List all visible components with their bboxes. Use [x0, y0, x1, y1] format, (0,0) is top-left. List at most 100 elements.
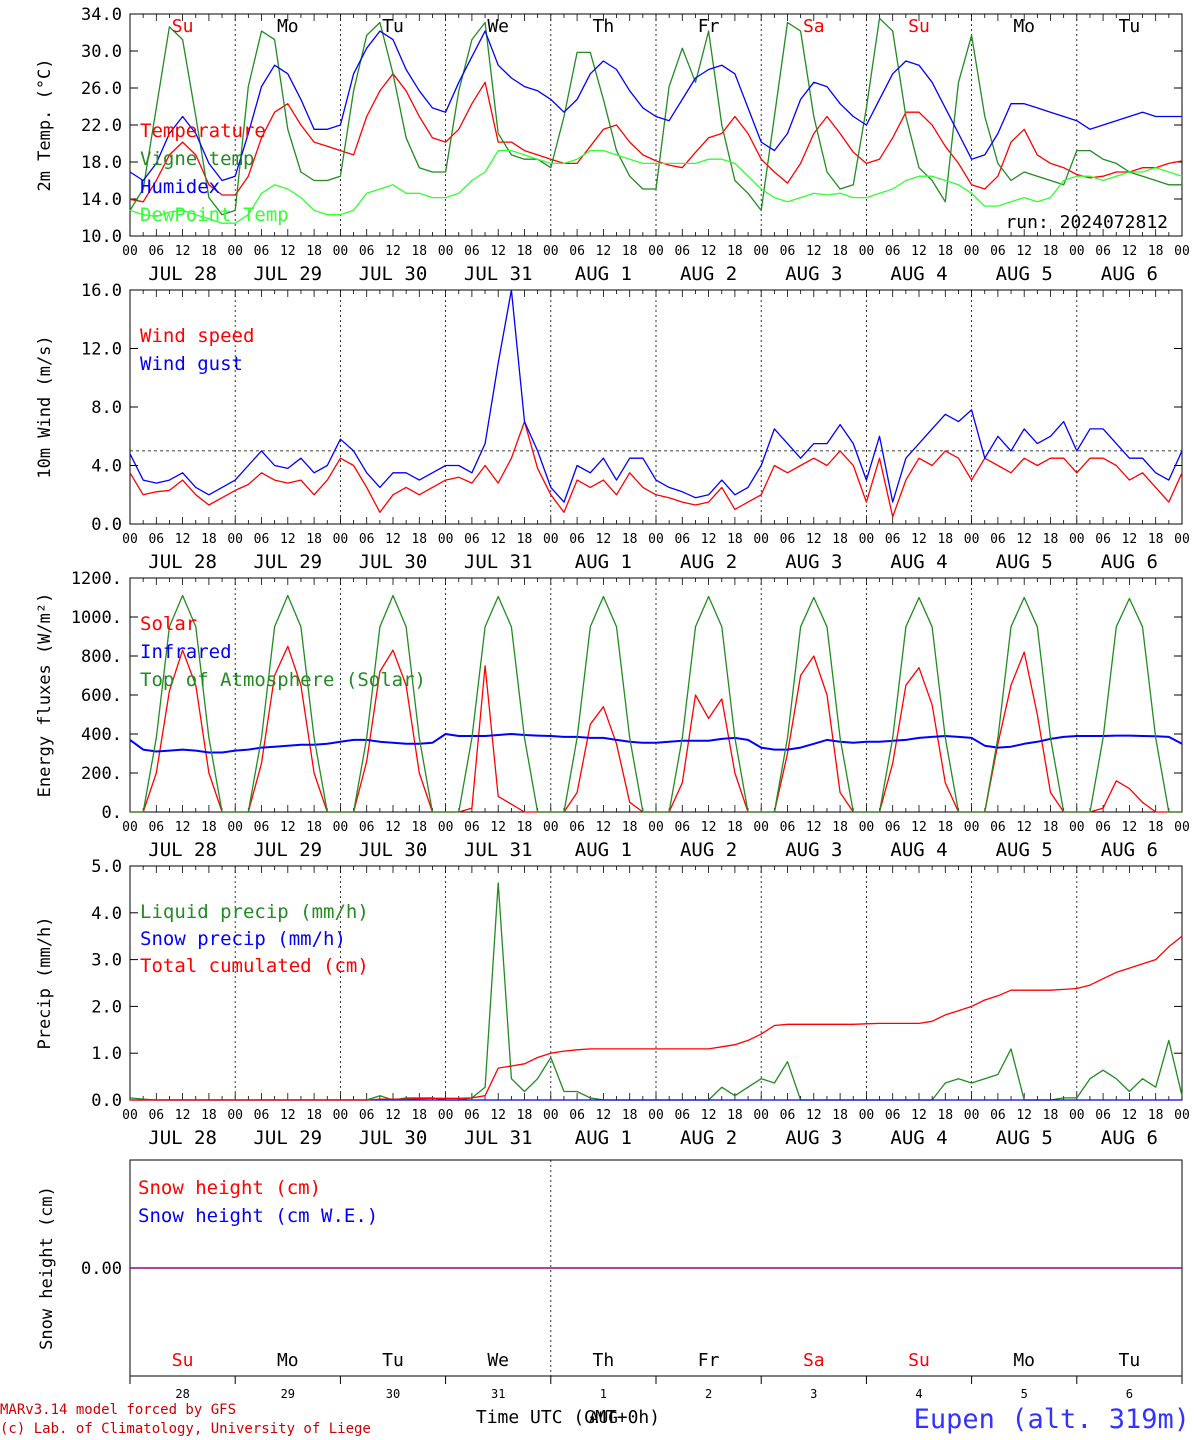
day-name: Su: [908, 1350, 930, 1371]
month-label: AUG: [589, 1408, 618, 1427]
hour-label: 18: [727, 820, 743, 835]
day-number: 31: [491, 1387, 505, 1401]
date-label: AUG 5: [996, 1127, 1053, 1149]
hour-label: 06: [674, 820, 690, 835]
hour-label: 00: [1174, 1108, 1190, 1123]
hour-label: 18: [727, 1108, 743, 1123]
hour-label: 06: [569, 244, 585, 259]
date-label: JUL 28: [148, 1127, 217, 1149]
hour-label: 06: [569, 1108, 585, 1123]
hour-label: 06: [990, 244, 1006, 259]
hour-label: 00: [438, 532, 454, 547]
y-tick-label: 2.0: [91, 997, 122, 1017]
date-label: AUG 4: [890, 1127, 947, 1149]
hour-label: 06: [990, 1108, 1006, 1123]
date-label: AUG 3: [785, 1127, 842, 1149]
hour-label: 00: [964, 532, 980, 547]
date-label: AUG 6: [1101, 839, 1158, 861]
day-name: Tu: [382, 16, 404, 37]
day-name: Fr: [698, 1350, 720, 1371]
hour-label: 00: [543, 1108, 559, 1123]
hour-label: 00: [753, 532, 769, 547]
hour-label: 12: [175, 532, 191, 547]
y-tick-label: 1200.: [71, 569, 122, 589]
series-line-wind-speed: [129, 420, 1183, 518]
day-number: 6: [1126, 1387, 1133, 1401]
date-label: JUL 31: [464, 263, 533, 285]
hour-label: 18: [1148, 244, 1164, 259]
hour-label: 00: [122, 532, 138, 547]
day-name: Mo: [1013, 1350, 1035, 1371]
legend-entry: Total cumulated (cm): [140, 955, 369, 977]
legend-entry: Infrared: [140, 641, 232, 663]
hour-label: 18: [1043, 820, 1059, 835]
y-tick-label: 0.00: [81, 1259, 122, 1279]
date-label: AUG 2: [680, 839, 737, 861]
hour-label: 12: [490, 1108, 506, 1123]
hour-label: 18: [306, 820, 322, 835]
y-tick-label: 4.0: [91, 904, 122, 924]
hour-label: 06: [359, 820, 375, 835]
hour-label: 12: [806, 1108, 822, 1123]
y-tick-label: 5.0: [91, 857, 122, 877]
hour-label: 12: [385, 244, 401, 259]
hour-label: 00: [1174, 244, 1190, 259]
date-label: JUL 28: [148, 839, 217, 861]
series-line-vigne-temp: [129, 17, 1182, 216]
legend-entry: DewPoint Temp: [140, 204, 289, 226]
hour-label: 06: [569, 532, 585, 547]
y-tick-label: 18.0: [81, 153, 122, 173]
day-number: 29: [281, 1387, 295, 1401]
hour-label: 18: [727, 532, 743, 547]
hour-label: 00: [1069, 1108, 1085, 1123]
date-label: JUL 28: [148, 263, 217, 285]
date-label: AUG 5: [996, 263, 1053, 285]
hour-label: 06: [780, 820, 796, 835]
hour-label: 00: [964, 244, 980, 259]
hour-label: 00: [1069, 244, 1085, 259]
hour-label: 18: [306, 1108, 322, 1123]
y-tick-label: 10.0: [81, 227, 122, 247]
hour-label: 00: [543, 820, 559, 835]
hour-label: 06: [254, 244, 270, 259]
day-number: 28: [175, 1387, 189, 1401]
legend-entry: Top of Atmosphere (Solar): [140, 669, 426, 691]
date-label: AUG 1: [575, 263, 632, 285]
hour-label: 18: [517, 820, 533, 835]
hour-label: 00: [227, 244, 243, 259]
legend-entry: Temperature: [140, 120, 266, 142]
hour-label: 00: [333, 820, 349, 835]
date-label: AUG 6: [1101, 551, 1158, 573]
date-label: AUG 1: [575, 839, 632, 861]
hour-label: 12: [385, 820, 401, 835]
date-label: AUG 6: [1101, 263, 1158, 285]
day-number: 5: [1021, 1387, 1028, 1401]
hour-label: 12: [701, 820, 717, 835]
y-tick-label: 8.0: [91, 398, 122, 418]
time-axis-title: Time UTC (GMT+0h): [476, 1407, 660, 1428]
hour-label: 00: [1069, 532, 1085, 547]
hour-label: 12: [1016, 244, 1032, 259]
hour-label: 06: [569, 820, 585, 835]
hour-label: 12: [175, 1108, 191, 1123]
hour-label: 18: [1148, 820, 1164, 835]
hour-label: 00: [648, 532, 664, 547]
date-label: JUL 29: [253, 1127, 322, 1149]
day-name: Fr: [698, 16, 720, 37]
hour-label: 06: [464, 244, 480, 259]
y-tick-label: 1000.: [71, 608, 122, 628]
day-name: Sa: [803, 16, 825, 37]
series-line-humidex: [129, 30, 1182, 182]
hour-label: 18: [727, 244, 743, 259]
hour-label: 00: [122, 1108, 138, 1123]
hour-label: 12: [385, 1108, 401, 1123]
hour-label: 06: [1095, 532, 1111, 547]
hour-label: 12: [911, 244, 927, 259]
series-line-dewpoint-temp: [129, 149, 1183, 224]
y-tick-label: 16.0: [81, 281, 122, 301]
date-label: JUL 30: [359, 1127, 428, 1149]
hour-label: 18: [937, 820, 953, 835]
hour-label: 12: [1122, 244, 1138, 259]
hour-label: 18: [517, 1108, 533, 1123]
hour-label: 00: [1174, 532, 1190, 547]
